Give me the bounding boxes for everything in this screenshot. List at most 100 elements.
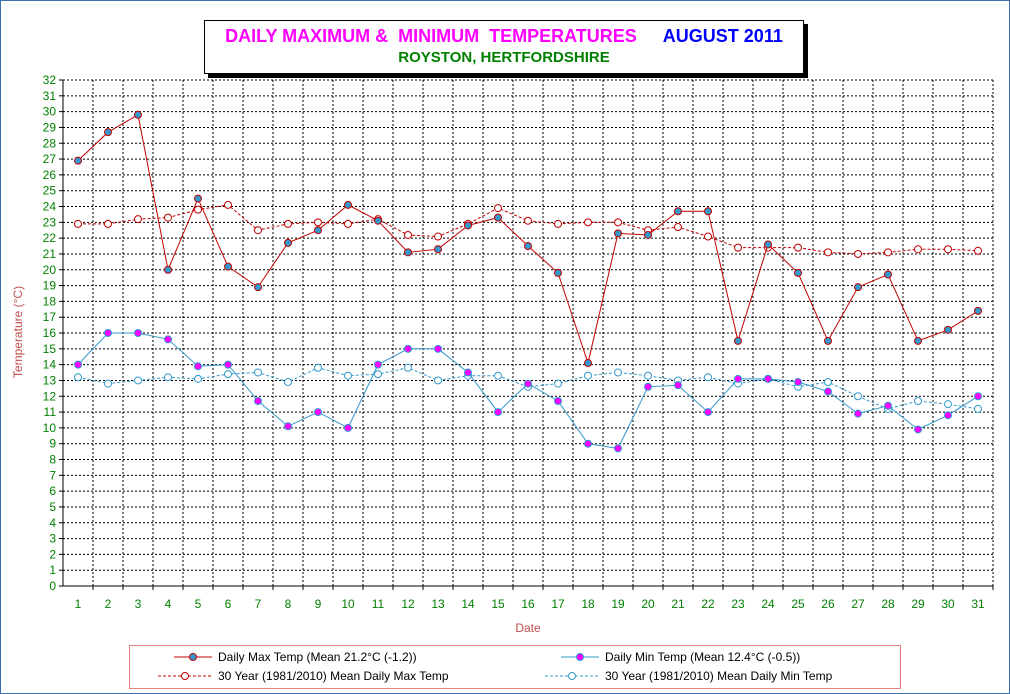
y-tick-label: 20 — [43, 263, 57, 277]
legend: Daily Max Temp (Mean 21.2°C (-1.2)) Dail… — [129, 645, 901, 689]
series-mean-min-point — [974, 404, 982, 413]
series-mean-max-point — [104, 219, 112, 228]
series-daily-max-point — [524, 242, 532, 251]
series-daily-min-point — [884, 401, 892, 410]
series-mean-min-point — [584, 371, 592, 380]
y-tick-label: 26 — [43, 168, 57, 182]
series-daily-max-point — [584, 359, 592, 368]
series-mean-min-point — [254, 368, 262, 377]
x-tick-label: 26 — [821, 597, 835, 611]
series-daily-min-point — [614, 444, 622, 453]
series-daily-min-point — [584, 439, 592, 448]
series-daily-max-point — [284, 238, 292, 247]
series-mean-max-point — [284, 219, 292, 228]
series-daily-max-point — [434, 245, 442, 254]
y-tick-label: 5 — [49, 500, 56, 514]
legend-swatch-max — [174, 653, 212, 661]
x-tick-label: 22 — [701, 597, 715, 611]
series-daily-max-point — [974, 306, 982, 315]
series-mean-max-point — [134, 215, 142, 224]
y-tick-label: 11 — [44, 405, 57, 419]
x-tick-label: 12 — [401, 597, 415, 611]
series-mean-max-point — [824, 248, 832, 257]
x-tick-label: 28 — [881, 597, 895, 611]
series-mean-min-point — [494, 371, 502, 380]
series-mean-min-point — [914, 396, 922, 405]
series-mean-max-point — [974, 246, 982, 255]
series-daily-min-point — [704, 408, 712, 417]
chart-subtitle: ROYSTON, HERTFORDSHIRE — [398, 49, 610, 66]
series-daily-min-point — [224, 360, 232, 369]
series-daily-min-point — [104, 329, 112, 337]
x-tick-label: 10 — [341, 597, 355, 611]
series-mean-max-point — [74, 219, 82, 228]
x-tick-label: 23 — [731, 597, 745, 611]
series-daily-max-point — [344, 200, 352, 209]
series-daily-max-point — [704, 207, 712, 216]
x-tick-label: 2 — [105, 597, 112, 611]
series-daily-min-point — [344, 423, 352, 432]
x-tick-labels: 1 2 3 4 5 6 7 8 9 10 11 12 13 14 15 16 17 18 19 20 21 22 23 24 2… — [75, 597, 985, 611]
y-tick-label: 24 — [43, 200, 57, 214]
series-daily-min-point — [494, 408, 502, 417]
y-tick-label: 25 — [43, 184, 57, 198]
series-mean-min-point — [704, 373, 712, 382]
series-daily-min-point — [164, 335, 172, 344]
series-daily-min-point — [434, 344, 442, 353]
series-daily-max-point — [914, 336, 922, 345]
series-daily-min-point — [944, 411, 952, 420]
series-daily-max-point — [764, 240, 772, 249]
series-mean-max-point — [254, 226, 262, 235]
x-tick-label: 9 — [315, 597, 322, 611]
series-daily-min-point — [554, 396, 562, 405]
x-tick-label: 15 — [491, 597, 505, 611]
grid — [63, 79, 994, 586]
x-tick-label: 14 — [461, 597, 475, 611]
x-tick-label: 5 — [195, 597, 202, 611]
series-mean-min-point — [434, 376, 442, 385]
legend-label-max: Daily Max Temp (Mean 21.2°C (-1.2)) — [218, 650, 417, 664]
series-mean-max-point — [524, 216, 532, 225]
y-tick-labels: 0123456789101112131415161718192021222324… — [43, 73, 57, 593]
y-tick-label: 29 — [43, 120, 57, 134]
series-daily-min-point — [74, 360, 82, 369]
series-daily-min-point — [764, 374, 772, 383]
series-mean-max-point — [794, 243, 802, 252]
y-axis-label: Temperature (°C) — [11, 286, 25, 378]
series-mean-min-point — [374, 370, 382, 379]
series-mean-min-point — [404, 363, 412, 372]
y-tick-label: 0 — [49, 579, 56, 593]
series-daily-min-point — [674, 381, 682, 390]
series-mean-max-point — [494, 204, 502, 213]
series-mean-min-point — [104, 379, 112, 388]
y-tick-label: 14 — [43, 358, 57, 372]
legend-item-mean-max: 30 Year (1981/2010) Mean Daily Max Temp — [158, 667, 449, 685]
series-mean-max — [74, 200, 982, 258]
x-tick-label: 1 — [75, 597, 82, 611]
series-daily-max-point — [674, 207, 682, 216]
series-mean-min-point — [944, 400, 952, 409]
x-tick-label: 7 — [255, 597, 262, 611]
series-daily-max-point — [794, 268, 802, 277]
legend-item-min: Daily Min Temp (Mean 12.4°C (-0.5)) — [561, 648, 800, 666]
series-mean-min-point — [644, 371, 652, 380]
series-mean-min-point — [74, 373, 82, 382]
series-mean-max-point — [884, 248, 892, 257]
series-daily-max-point — [614, 229, 622, 238]
legend-label-mean-max: 30 Year (1981/2010) Mean Daily Max Temp — [218, 669, 449, 683]
series-mean-min-point — [824, 378, 832, 387]
series-daily-min-point — [854, 409, 862, 418]
series-daily-min-point — [374, 360, 382, 369]
series-mean-max-point — [404, 230, 412, 239]
x-tick-label: 4 — [165, 597, 172, 611]
legend-label-min: Daily Min Temp (Mean 12.4°C (-0.5)) — [605, 650, 801, 664]
series-mean-min-point — [164, 373, 172, 382]
series-mean-min — [74, 363, 982, 413]
series-daily-min-point — [644, 382, 652, 391]
series-daily-min-point — [134, 329, 142, 337]
x-tick-label: 31 — [971, 597, 985, 611]
x-tick-label: 3 — [135, 597, 142, 611]
series-mean-min-point — [284, 378, 292, 387]
series-daily-max-point — [194, 194, 202, 203]
legend-swatch-mean-max — [158, 672, 212, 680]
